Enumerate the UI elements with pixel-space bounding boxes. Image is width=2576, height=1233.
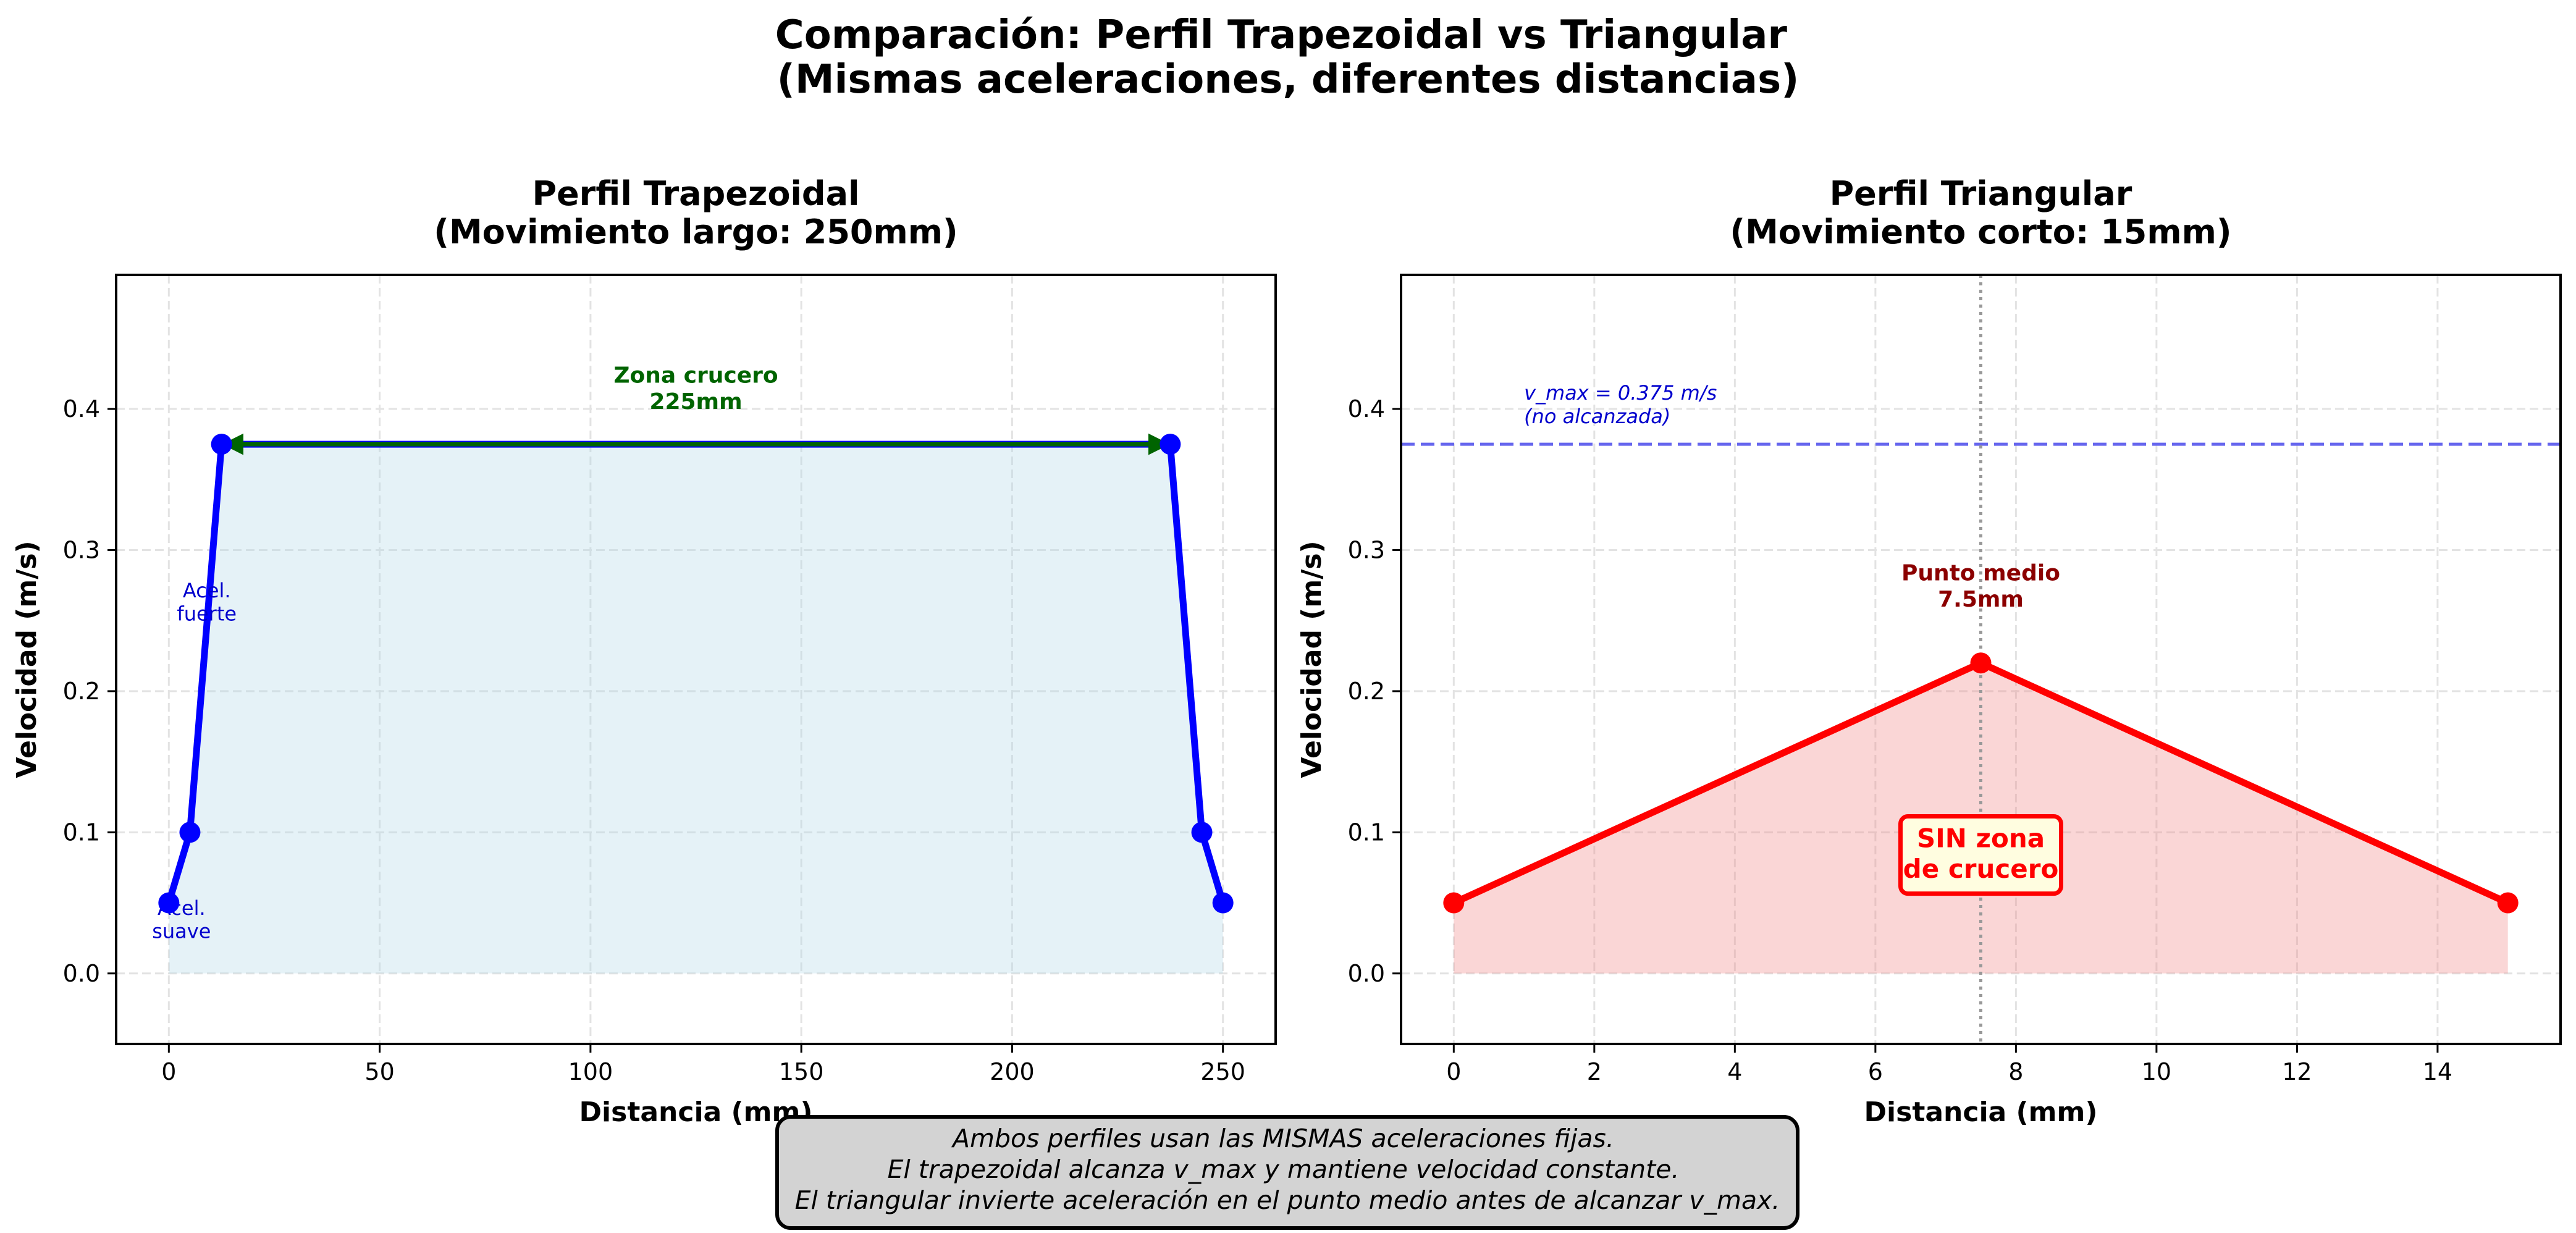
x-axis-label: Distancia (mm) xyxy=(1864,1096,2098,1128)
annotation-label: Zona crucero xyxy=(613,363,778,389)
annotation-label: de crucero xyxy=(1903,854,2059,884)
y-tick-label: 0.4 xyxy=(63,395,100,423)
annotation-label: 225mm xyxy=(649,389,742,415)
data-point xyxy=(179,822,201,843)
x-tick-label: 150 xyxy=(779,1058,824,1085)
x-tick-label: 0 xyxy=(1446,1058,1461,1085)
y-tick-label: 0.3 xyxy=(1348,536,1385,563)
footnote-line-3: El triangular invierte aceleración en el… xyxy=(795,1185,1780,1215)
y-tick-label: 0.0 xyxy=(1348,960,1385,987)
footnote-box: Ambos perfiles usan las MISMAS aceleraci… xyxy=(775,1115,1799,1230)
chart-title-line-2: (Movimiento corto: 15mm) xyxy=(1730,213,2231,251)
y-axis-label: Velocidad (m/s) xyxy=(11,541,43,778)
plot-area xyxy=(116,275,1276,1044)
footnote-line-1: Ambos perfiles usan las MISMAS aceleraci… xyxy=(951,1124,1614,1153)
annotation-label: 7.5mm xyxy=(1938,587,2024,612)
x-tick-label: 10 xyxy=(2142,1058,2171,1085)
chart-title-line-1: Perfil Triangular xyxy=(1830,174,2132,213)
data-point xyxy=(1160,434,1181,455)
y-axis-label: Velocidad (m/s) xyxy=(1296,541,1328,778)
footnote-text: Ambos perfiles usan las MISMAS aceleraci… xyxy=(795,1124,1780,1215)
x-tick-label: 14 xyxy=(2423,1058,2452,1085)
data-point xyxy=(1212,892,1234,914)
no-cruise-box xyxy=(1898,814,2063,896)
figure-title: Comparación: Perfil Trapezoidal vs Trian… xyxy=(775,12,1801,103)
y-tick-label: 0.1 xyxy=(1348,818,1385,846)
x-tick-label: 2 xyxy=(1587,1058,1602,1085)
data-point xyxy=(1970,652,1992,674)
annotation-label: v_max = 0.375 m/s xyxy=(1524,381,1717,405)
data-point xyxy=(211,434,232,455)
x-axis-label: Distancia (mm) xyxy=(579,1096,813,1128)
y-tick-label: 0.1 xyxy=(63,818,100,846)
x-tick-label: 200 xyxy=(990,1058,1035,1085)
x-tick-label: 0 xyxy=(161,1058,176,1085)
triangular-chart: v_max = 0.375 m/s(no alcanzada) Punto med… xyxy=(1296,174,2562,1128)
x-tick-label: 6 xyxy=(1868,1058,1883,1085)
data-point xyxy=(1191,822,1213,843)
figure-title-line-1: Comparación: Perfil Trapezoidal vs Trian… xyxy=(775,12,1788,58)
x-tick-label: 50 xyxy=(364,1058,394,1085)
data-point xyxy=(1443,892,1465,914)
y-tick-label: 0.0 xyxy=(63,960,100,987)
x-tick-label: 12 xyxy=(2282,1058,2312,1085)
annotation-label: SIN zona xyxy=(1917,823,2045,854)
x-tick-label: 100 xyxy=(568,1058,613,1085)
annotation-label: Punto medio xyxy=(1901,560,2060,586)
data-point xyxy=(2497,892,2519,914)
annotation-label: fuerte xyxy=(177,602,237,626)
chart-title-line-1: Perfil Trapezoidal xyxy=(532,174,859,213)
x-tick-label: 4 xyxy=(1727,1058,1742,1085)
annotation-label: Acel. xyxy=(183,579,231,602)
annotation-label: (no alcanzada) xyxy=(1524,405,1670,428)
figure-title-line-2: (Mismas aceleraciones, diferentes distan… xyxy=(777,57,1799,103)
area-fill xyxy=(169,444,1223,974)
x-tick-label: 250 xyxy=(1200,1058,1245,1085)
footnote-background xyxy=(775,1115,1799,1230)
y-tick-label: 0.4 xyxy=(1348,395,1385,423)
axes-frame xyxy=(115,274,1277,1045)
x-tick-label: 8 xyxy=(2008,1058,2023,1085)
annotation-label: suave xyxy=(152,920,211,943)
y-tick-label: 0.3 xyxy=(63,536,100,563)
y-tick-label: 0.2 xyxy=(1348,678,1385,705)
data-point xyxy=(158,892,180,914)
y-tick-label: 0.2 xyxy=(63,678,100,705)
chart-title-line-2: (Movimiento largo: 250mm) xyxy=(434,213,958,251)
axes-frame xyxy=(1400,274,2562,1045)
footnote-line-2: El trapezoidal alcanza v_max y mantiene … xyxy=(887,1155,1679,1184)
